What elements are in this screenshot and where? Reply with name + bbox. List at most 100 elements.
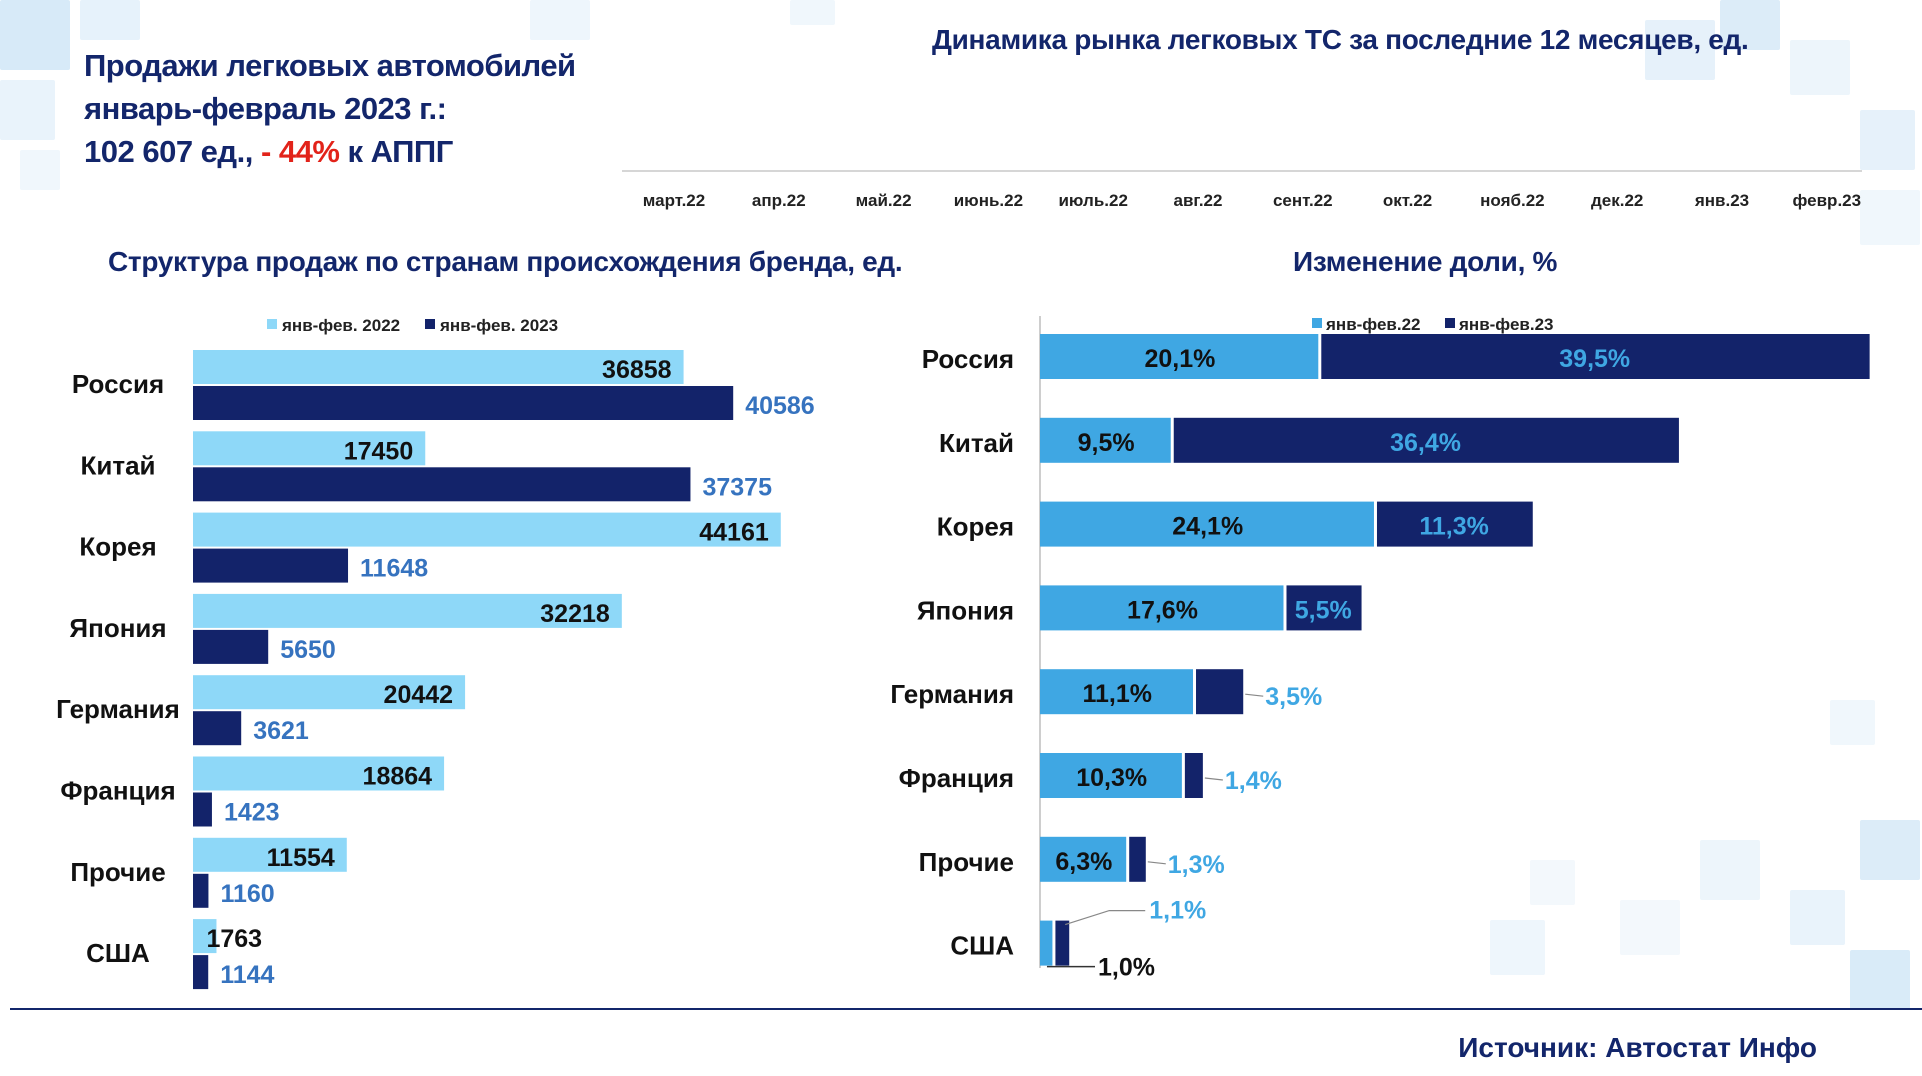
structure-value-2023: 5650	[280, 636, 336, 664]
structure-bar-2022	[193, 837, 347, 872]
structure-bar-2022	[193, 431, 426, 466]
structure-value-2022: 11554	[267, 844, 335, 872]
share-bar-23	[1129, 836, 1146, 882]
structure-category-label: Корея	[79, 532, 156, 562]
structure-bar-2022	[193, 756, 445, 791]
share-bar-23	[1173, 417, 1679, 463]
decorative-square	[1790, 890, 1845, 945]
monthly-tick-label: дек.22	[1591, 191, 1643, 210]
share-value-23: 1,4%	[1225, 767, 1282, 795]
headline-change: - 44%	[260, 134, 340, 169]
share-chart-title: Изменение доли, %	[1293, 246, 1558, 277]
structure-value-2022: 1763	[206, 925, 262, 953]
structure-bar-2023	[193, 629, 269, 664]
share-leader-line	[1204, 777, 1223, 781]
monthly-tick-label: сент.22	[1273, 191, 1333, 210]
monthly-tick-label: авг.22	[1174, 191, 1223, 210]
structure-bar-2023	[193, 386, 734, 420]
share-value-23: 5,5%	[1295, 596, 1352, 624]
share-bar-22	[1040, 836, 1127, 882]
share-value-23: 11,3%	[1419, 513, 1489, 541]
structure-value-2023: 1160	[220, 880, 274, 908]
headline-line1: Продажи легковых автомобилей	[84, 48, 576, 83]
structure-bar-2023	[193, 548, 349, 583]
share-bar-23	[1376, 501, 1533, 547]
share-category-label: Прочие	[919, 847, 1014, 877]
share-category-label: Япония	[917, 595, 1014, 625]
decorative-square	[20, 150, 60, 190]
structure-category-label: Китай	[80, 450, 155, 480]
decorative-square	[1645, 20, 1715, 80]
decorative-square	[1830, 700, 1875, 745]
decorative-square	[0, 80, 55, 140]
share-value-22: 20,1%	[1144, 345, 1215, 373]
share-leader-line	[1065, 909, 1146, 926]
decorative-square	[1720, 0, 1780, 50]
structure-value-2023: 37375	[702, 473, 772, 501]
share-legend-swatch-22	[1312, 318, 1322, 328]
share-value-22: 1,0%	[1098, 954, 1155, 982]
decorative-square	[1790, 40, 1850, 95]
share-value-22: 9,5%	[1078, 429, 1135, 457]
structure-bar-2022	[193, 593, 622, 628]
structure-category-label: США	[86, 938, 150, 968]
structure-bar-2022	[193, 675, 466, 710]
share-value-22: 10,3%	[1076, 764, 1147, 792]
share-value-23: 36,4%	[1390, 429, 1461, 457]
structure-value-2023: 1144	[220, 961, 274, 989]
structure-bar-2023	[193, 955, 209, 990]
structure-category-label: Франция	[60, 776, 175, 806]
footer-divider	[10, 1008, 1922, 1010]
headline-line2: январь-февраль 2023 г.:	[84, 91, 447, 126]
decorative-square	[1530, 860, 1575, 905]
share-bar-23	[1286, 585, 1362, 631]
decorative-square	[1860, 820, 1920, 880]
decorative-square	[1700, 840, 1760, 900]
structure-value-2022: 17450	[344, 437, 414, 465]
decorative-square	[530, 0, 590, 40]
source-note: Источник: Автостат Инфо	[1458, 1032, 1817, 1063]
structure-bar-2022	[193, 919, 217, 954]
structure-bar-2023	[193, 711, 242, 746]
share-value-23: 3,5%	[1265, 683, 1322, 711]
share-value-22: 17,6%	[1127, 596, 1198, 624]
structure-legend-label-2023: янв-фев. 2023	[439, 316, 558, 335]
share-bar-22	[1040, 334, 1319, 379]
share-leader-line	[1245, 693, 1264, 697]
share-bar-23	[1055, 920, 1070, 966]
monthly-tick-label: май.22	[856, 191, 912, 210]
share-value-23: 39,5%	[1559, 345, 1630, 373]
share-legend-label-23: янв-фев.23	[1458, 315, 1554, 334]
decorative-square	[0, 0, 70, 70]
structure-bar-2022	[193, 512, 781, 547]
structure-value-2022: 20442	[384, 681, 454, 709]
structure-value-2023: 40586	[745, 392, 815, 420]
monthly-tick-label: июнь.22	[954, 191, 1023, 210]
structure-value-2023: 11648	[360, 555, 428, 583]
monthly-tick-label: нояб.22	[1480, 191, 1544, 210]
structure-legend-swatch-2023	[425, 319, 435, 329]
structure-bar-2023	[193, 792, 212, 827]
structure-category-label: Япония	[69, 613, 166, 643]
share-value-22: 6,3%	[1055, 848, 1112, 876]
structure-value-2023: 3621	[253, 717, 309, 745]
decorative-square	[1620, 900, 1680, 955]
share-bar-22	[1040, 417, 1171, 463]
share-bar-22	[1040, 585, 1284, 631]
share-category-label: Россия	[922, 344, 1014, 374]
share-bar-22	[1040, 669, 1194, 715]
headline: Продажи легковых автомобилей январь-февр…	[84, 44, 644, 173]
structure-bar-2023	[193, 873, 209, 908]
share-category-label: Франция	[899, 763, 1014, 793]
structure-value-2022: 18864	[363, 763, 433, 791]
structure-value-2022: 36858	[602, 356, 672, 384]
share-legend-swatch-23	[1445, 318, 1455, 328]
decorative-square	[1860, 190, 1920, 245]
share-leader-line	[1147, 861, 1166, 865]
share-category-label: Китай	[939, 428, 1014, 458]
structure-legend-swatch-2022	[267, 319, 277, 329]
monthly-tick-label: янв.23	[1694, 191, 1749, 210]
structure-category-label: Россия	[72, 369, 164, 399]
monthly-tick-label: июль.22	[1058, 191, 1127, 210]
